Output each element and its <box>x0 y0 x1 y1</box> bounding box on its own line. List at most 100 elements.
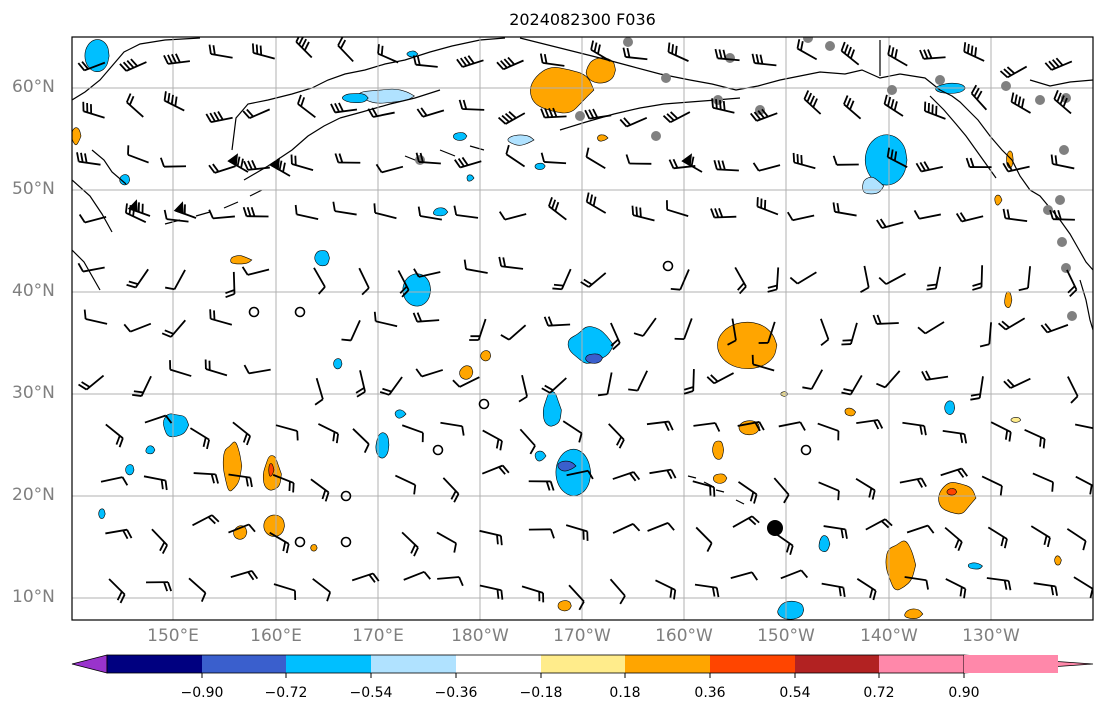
colorbar-label: 0.54 <box>779 685 811 701</box>
anomaly-contour <box>530 67 595 114</box>
wind-barb <box>127 199 151 217</box>
calm-circle <box>248 306 260 318</box>
wind-barb <box>1002 208 1028 223</box>
coastline <box>735 499 745 505</box>
wind-barb <box>243 160 270 171</box>
wind-barb <box>997 317 1026 331</box>
lat-label: 10°N <box>12 587 55 607</box>
wind-barb <box>341 320 361 342</box>
wind-barb <box>479 529 503 546</box>
wind-barb <box>923 101 946 120</box>
anomaly-contour <box>268 463 275 477</box>
wind-barb <box>105 528 133 540</box>
wind-barb <box>456 55 484 68</box>
coastline <box>929 95 997 179</box>
wind-barb <box>161 319 186 338</box>
colorbar-segment <box>202 655 286 673</box>
wind-barb <box>294 204 319 221</box>
coastline <box>899 73 1093 271</box>
anomaly-contour <box>712 440 725 460</box>
wind-barb <box>904 576 929 590</box>
wind-barb <box>979 322 992 348</box>
wind-barb <box>496 56 524 71</box>
anomaly-contour <box>585 353 603 364</box>
calm-circle <box>800 444 812 456</box>
calm-circle <box>432 444 444 456</box>
anomaly-contour <box>844 407 857 417</box>
colorbar-segment <box>286 655 371 673</box>
station-dot <box>415 155 425 165</box>
wind-barb <box>970 84 988 111</box>
wind-barb <box>317 423 340 444</box>
wind-barb <box>840 41 860 66</box>
wind-barb <box>275 424 299 441</box>
wind-barb <box>539 53 565 67</box>
anomaly-contour <box>453 132 468 141</box>
station-dot <box>935 75 945 85</box>
wind-barb <box>119 58 147 72</box>
wind-barb <box>695 526 713 552</box>
coastline <box>72 37 201 101</box>
colorbar-segment <box>625 655 710 673</box>
wind-barb <box>377 44 399 64</box>
wind-barb <box>373 311 398 328</box>
wind-barb <box>295 37 313 59</box>
station-dot <box>887 85 897 95</box>
wind-barb <box>143 475 168 491</box>
wind-barb <box>737 481 758 504</box>
wind-barb <box>802 369 824 390</box>
wind-barb <box>105 423 124 448</box>
lon-label: 170°E <box>352 626 404 646</box>
wind-barb <box>1003 377 1031 389</box>
wind-barb <box>543 316 571 327</box>
station-dot <box>1057 237 1067 247</box>
anomaly-contour <box>534 450 547 462</box>
colorbar-label: −0.90 <box>180 685 224 701</box>
wind-barb <box>945 578 967 599</box>
station-dot <box>575 111 585 121</box>
wind-barb <box>1024 429 1046 449</box>
wind-barb <box>452 376 480 388</box>
coastline <box>439 149 456 157</box>
colorbar-segment <box>710 655 795 673</box>
wind-barb <box>1066 269 1078 298</box>
station-dot <box>1061 263 1071 273</box>
wind-barb <box>681 153 703 173</box>
colorbar-label: 0.18 <box>609 685 641 701</box>
wind-barb <box>774 532 794 555</box>
wind-barb <box>169 360 192 377</box>
lon-label: 150°E <box>147 626 199 646</box>
wind-barb <box>773 477 790 504</box>
colorbar-segment <box>371 655 456 673</box>
wind-barb <box>751 354 775 372</box>
anomaly-contour <box>557 460 577 472</box>
colorbar-label: 0.90 <box>948 685 980 701</box>
wind-barb <box>646 420 674 432</box>
anomaly-contour <box>466 174 475 182</box>
lon-label: 150°W <box>757 626 815 646</box>
wind-barb <box>330 102 358 114</box>
wind-barb <box>1033 582 1058 596</box>
wind-barb <box>519 428 536 455</box>
wind-barb <box>693 422 721 432</box>
wind-barb <box>817 422 840 441</box>
wind-barb <box>562 420 583 443</box>
wind-barb <box>818 481 840 501</box>
wind-barb <box>584 108 612 120</box>
anomaly-contour <box>406 50 419 58</box>
wind-barb <box>540 107 567 119</box>
wind-barb <box>612 523 641 534</box>
wind-barb <box>990 421 1012 442</box>
wind-barb <box>667 42 689 62</box>
coastline <box>687 475 697 479</box>
wind-barb <box>855 478 876 500</box>
wind-barb <box>290 154 314 171</box>
wind-barb <box>442 477 460 503</box>
wind-barb <box>670 269 690 291</box>
anomaly-contour <box>777 600 805 620</box>
anomaly-contour <box>394 409 407 419</box>
wind-barb <box>565 524 589 541</box>
wind-barb <box>883 94 904 117</box>
wind-barb <box>926 266 942 291</box>
